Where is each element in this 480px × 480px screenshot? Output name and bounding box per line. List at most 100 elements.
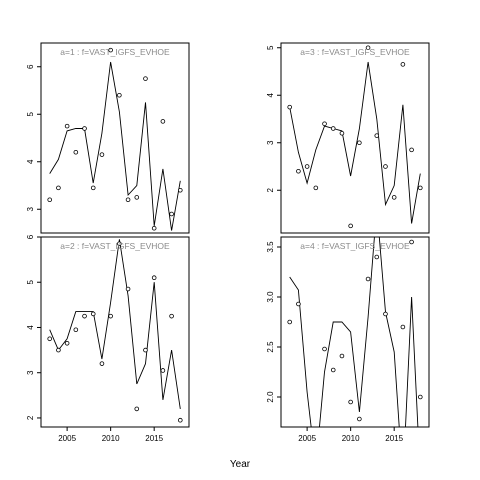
observed-point <box>365 45 371 51</box>
panel-a4: 2.0 2.5 3.0 3.5 2005 2010 2015 a=4 : f=VAST_IGF… <box>266 236 430 449</box>
y-tick-label: 6 <box>26 64 35 69</box>
observed-point <box>304 164 310 169</box>
observed-point <box>64 123 70 129</box>
panel-title: a=3 : f=VAST_IGFS_EVHOE <box>300 47 410 57</box>
plot-area <box>287 237 423 449</box>
observed-point <box>108 47 113 53</box>
observed-point <box>64 341 70 346</box>
fitted-line <box>49 239 181 409</box>
observed-point <box>47 336 53 342</box>
observed-point <box>169 211 174 217</box>
observed-point <box>151 275 157 281</box>
x-tick-label: 2010 <box>102 434 120 443</box>
observed-point <box>151 225 157 231</box>
observed-point <box>348 399 353 405</box>
y-tick-label: 3 <box>26 206 35 211</box>
y-tick-label: 6 <box>26 234 35 239</box>
panel-a2: 2 3 4 5 6 2005 2010 2015 a=2 : f=VAST_IGFS_EVHOE <box>26 234 190 443</box>
observed-point <box>117 92 122 98</box>
panel-frame <box>40 42 190 234</box>
observed-point <box>143 347 148 353</box>
observed-point <box>160 119 166 124</box>
observed-point <box>90 185 96 191</box>
observed-point <box>357 140 362 146</box>
fitted-line <box>49 61 181 231</box>
y-tick-label: 5 <box>26 279 35 284</box>
observed-point <box>313 185 319 191</box>
observed-point <box>73 327 79 333</box>
observed-point <box>134 406 140 412</box>
observed-point <box>125 286 131 292</box>
y-tick-label: 3.5 <box>266 241 275 253</box>
observed-point <box>383 311 388 317</box>
plot-area <box>47 239 183 423</box>
panel-a3: 2 3 4 5 a=3 : f=VAST_IGFS_EVHOE <box>266 42 430 234</box>
fitted-line <box>289 61 421 224</box>
panel-a1: 3 4 5 6 a=1 : f=VAST_IGFS_EVHOE <box>26 42 190 234</box>
observed-point <box>339 130 345 136</box>
fitted-line <box>289 237 419 427</box>
observed-point <box>391 195 397 200</box>
observed-point <box>383 164 388 169</box>
observed-point <box>322 346 327 352</box>
observed-point <box>134 195 140 200</box>
x-tick-label: 2015 <box>145 434 163 443</box>
panel-title: a=1 : f=VAST_IGFS_EVHOE <box>60 47 170 57</box>
observed-point <box>330 126 336 131</box>
observed-point <box>169 313 174 319</box>
y-tick-label: 2.5 <box>266 341 275 353</box>
x-tick-label: 2015 <box>385 434 403 443</box>
observed-point <box>177 417 183 423</box>
x-axis-label: Year <box>230 459 251 470</box>
observed-point <box>56 185 61 191</box>
observed-point <box>400 62 406 67</box>
observed-point <box>409 147 414 153</box>
observed-point <box>287 104 293 110</box>
observed-point <box>108 313 113 319</box>
observed-point <box>117 241 122 247</box>
observed-point <box>99 361 105 366</box>
observed-point <box>322 121 327 127</box>
y-tick-label: 4 <box>266 92 275 97</box>
observed-point <box>365 276 371 282</box>
observed-point <box>82 313 87 319</box>
observed-point <box>400 324 406 330</box>
y-tick-label: 5 <box>26 111 35 116</box>
observed-point <box>143 76 148 81</box>
x-tick-label: 2005 <box>58 434 76 443</box>
y-tick-label: 3 <box>26 370 35 375</box>
observed-point <box>392 445 396 449</box>
panel-frame <box>280 42 430 234</box>
observed-point <box>417 394 423 400</box>
observed-point <box>47 197 53 203</box>
observed-point <box>348 223 353 229</box>
observed-point <box>56 347 61 353</box>
y-tick-label: 2 <box>266 187 275 192</box>
observed-point <box>177 187 183 193</box>
observed-point <box>374 133 380 138</box>
plot-area <box>47 47 183 231</box>
observed-point <box>409 239 414 245</box>
y-tick-label: 2 <box>26 415 35 420</box>
y-tick-label: 4 <box>26 159 35 164</box>
panel-title: a=4 : f=VAST_IGFS_EVHOE <box>300 241 410 251</box>
panel-title: a=2 : f=VAST_IGFS_EVHOE <box>60 241 170 251</box>
y-tick-label: 3 <box>266 140 275 145</box>
observed-point <box>330 367 336 373</box>
y-tick-label: 3.0 <box>266 291 275 303</box>
observed-point <box>374 254 380 260</box>
x-tick-label: 2010 <box>342 434 360 443</box>
observed-point <box>160 368 166 373</box>
observed-point <box>82 126 87 131</box>
observed-point <box>314 445 318 449</box>
observed-point <box>339 353 345 359</box>
observed-point <box>125 197 131 203</box>
observed-point <box>305 445 309 449</box>
panel-frame <box>280 236 430 428</box>
y-tick-label: 2.0 <box>266 391 275 403</box>
observed-point <box>99 152 105 157</box>
observed-point <box>296 301 301 307</box>
observed-point <box>73 149 79 155</box>
x-tick-label: 2005 <box>298 434 316 443</box>
